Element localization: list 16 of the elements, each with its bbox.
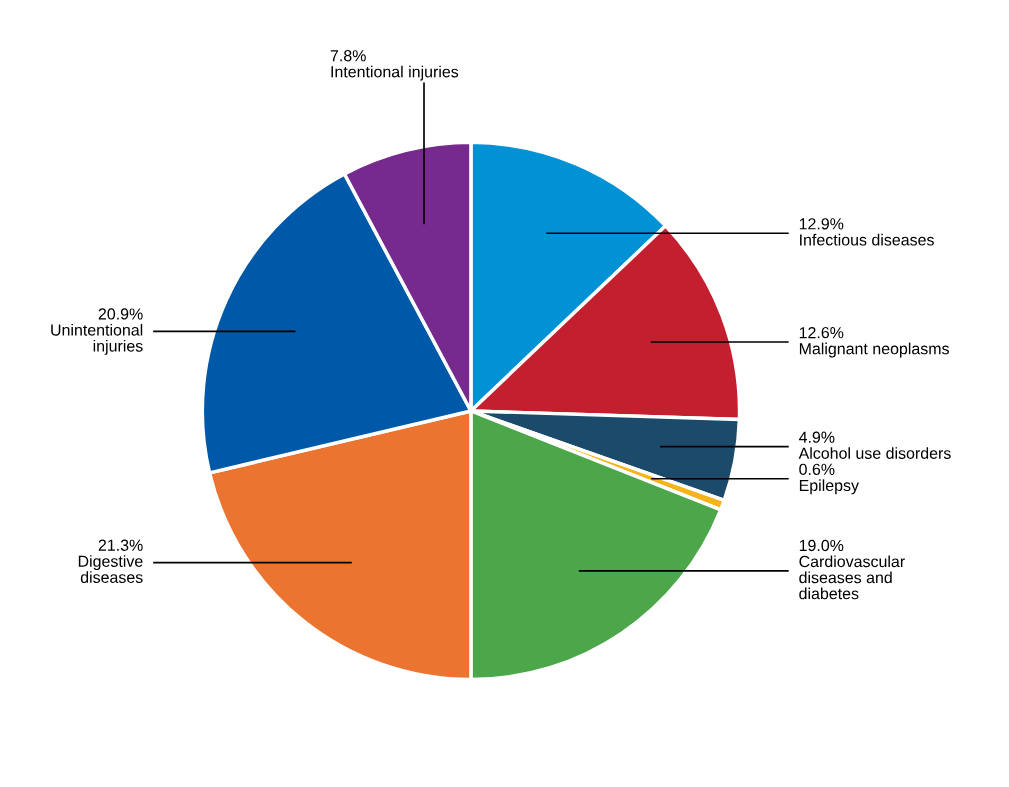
data-label: 4.9% [798, 431, 835, 443]
slice-label: Digestive diseases [78, 555, 143, 583]
slice-label: Cardiovascular diseases and diabetes [799, 555, 905, 600]
data-label: 12.9% [799, 218, 844, 230]
slice-label: Epilepsy [799, 479, 859, 495]
data-label: 20.9% [98, 308, 143, 320]
data-label: 19.0% [799, 539, 844, 552]
data-label: 7.8% [330, 50, 366, 62]
data-label: 21.3% [98, 539, 143, 551]
slice-label: Infectious diseases [800, 233, 934, 246]
slice-label: Malignant neoplasms [799, 342, 949, 358]
data-label: 0.6% [799, 463, 835, 476]
slice-label: Intentional injuries [331, 65, 459, 81]
data-label: 12.6% [799, 326, 844, 339]
slice-label: Unintentional injuries [51, 323, 143, 355]
slice-label: Alcohol use disorders [798, 447, 951, 459]
